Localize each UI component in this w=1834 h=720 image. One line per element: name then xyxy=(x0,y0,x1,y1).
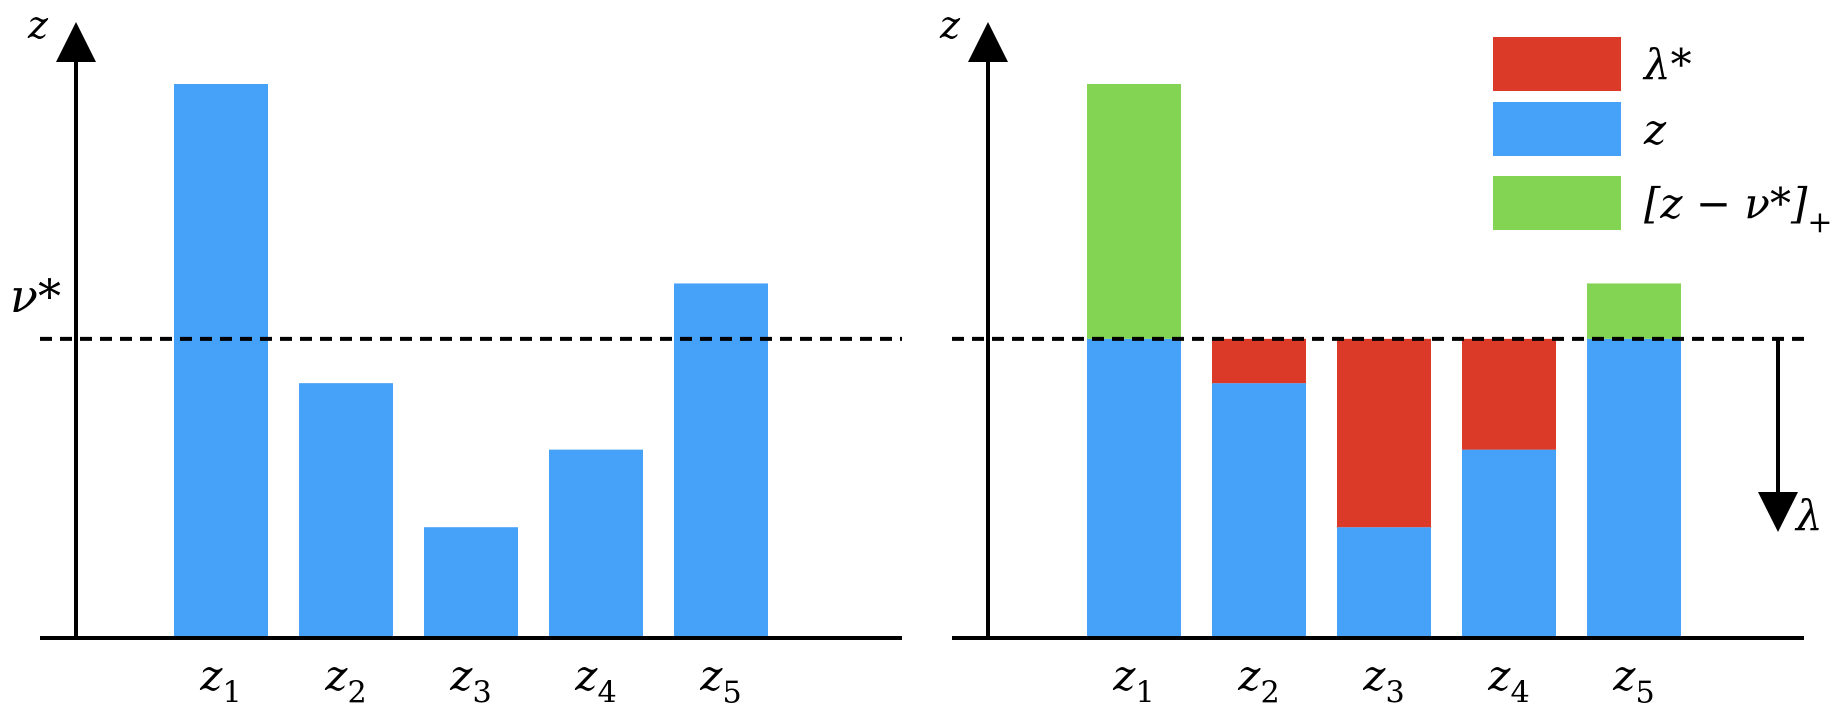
right-tick-4: z4 xyxy=(1487,651,1529,711)
right-bar-lambda-2 xyxy=(1212,338,1306,384)
left-bar-z-1 xyxy=(174,84,268,638)
right-tick-2: z2 xyxy=(1237,651,1279,711)
left-tick-5: z5 xyxy=(699,651,741,711)
right-tick-labels: z1 z2 z3 z4 z5 xyxy=(1112,651,1654,711)
right-bar-z-3 xyxy=(1337,527,1431,638)
left-bars xyxy=(174,84,768,638)
legend-label-lambda-star: λ* xyxy=(1642,40,1692,89)
right-bar-lambda-4 xyxy=(1462,338,1556,450)
right-panel: z z1 z2 z3 z4 z5 λ λ* z [z − ν*]+ xyxy=(939,3,1832,711)
right-bar-z-1 xyxy=(1087,338,1181,638)
right-bar-excess-1 xyxy=(1087,84,1181,339)
legend-label-z: z xyxy=(1643,105,1667,154)
legend-swatch-z-minus-nu-plus xyxy=(1493,176,1621,230)
left-tick-4: z4 xyxy=(574,651,616,711)
right-tick-5: z5 xyxy=(1612,651,1654,711)
lambda-arrow-label: λ xyxy=(1794,491,1823,540)
left-bar-z-4 xyxy=(549,449,643,638)
left-panel: z ν* z1 z2 z3 z4 z5 xyxy=(10,3,902,711)
legend: λ* z [z − ν*]+ xyxy=(1493,37,1832,240)
right-bar-lambda-3 xyxy=(1337,338,1431,528)
left-bar-z-5 xyxy=(674,283,768,638)
right-tick-3: z3 xyxy=(1362,651,1404,711)
left-tick-3: z3 xyxy=(449,651,491,711)
right-bars xyxy=(1087,84,1681,638)
left-bar-z-2 xyxy=(299,383,393,638)
left-tick-2: z2 xyxy=(324,651,366,711)
left-threshold-label: ν* xyxy=(10,269,61,323)
legend-swatch-lambda-star xyxy=(1493,37,1621,91)
legend-swatch-z xyxy=(1493,102,1621,156)
left-bar-z-3 xyxy=(424,527,518,638)
left-y-axis-label: z xyxy=(27,3,49,47)
right-bar-z-2 xyxy=(1212,383,1306,638)
left-tick-labels: z1 z2 z3 z4 z5 xyxy=(199,651,741,711)
right-bar-z-5 xyxy=(1587,338,1681,638)
legend-label-z-minus-nu-plus: [z − ν*]+ xyxy=(1644,179,1832,240)
right-tick-1: z1 xyxy=(1112,651,1154,711)
right-bar-z-4 xyxy=(1462,449,1556,638)
right-y-axis-label: z xyxy=(939,3,961,47)
right-bar-excess-5 xyxy=(1587,283,1681,339)
left-tick-1: z1 xyxy=(199,651,241,711)
